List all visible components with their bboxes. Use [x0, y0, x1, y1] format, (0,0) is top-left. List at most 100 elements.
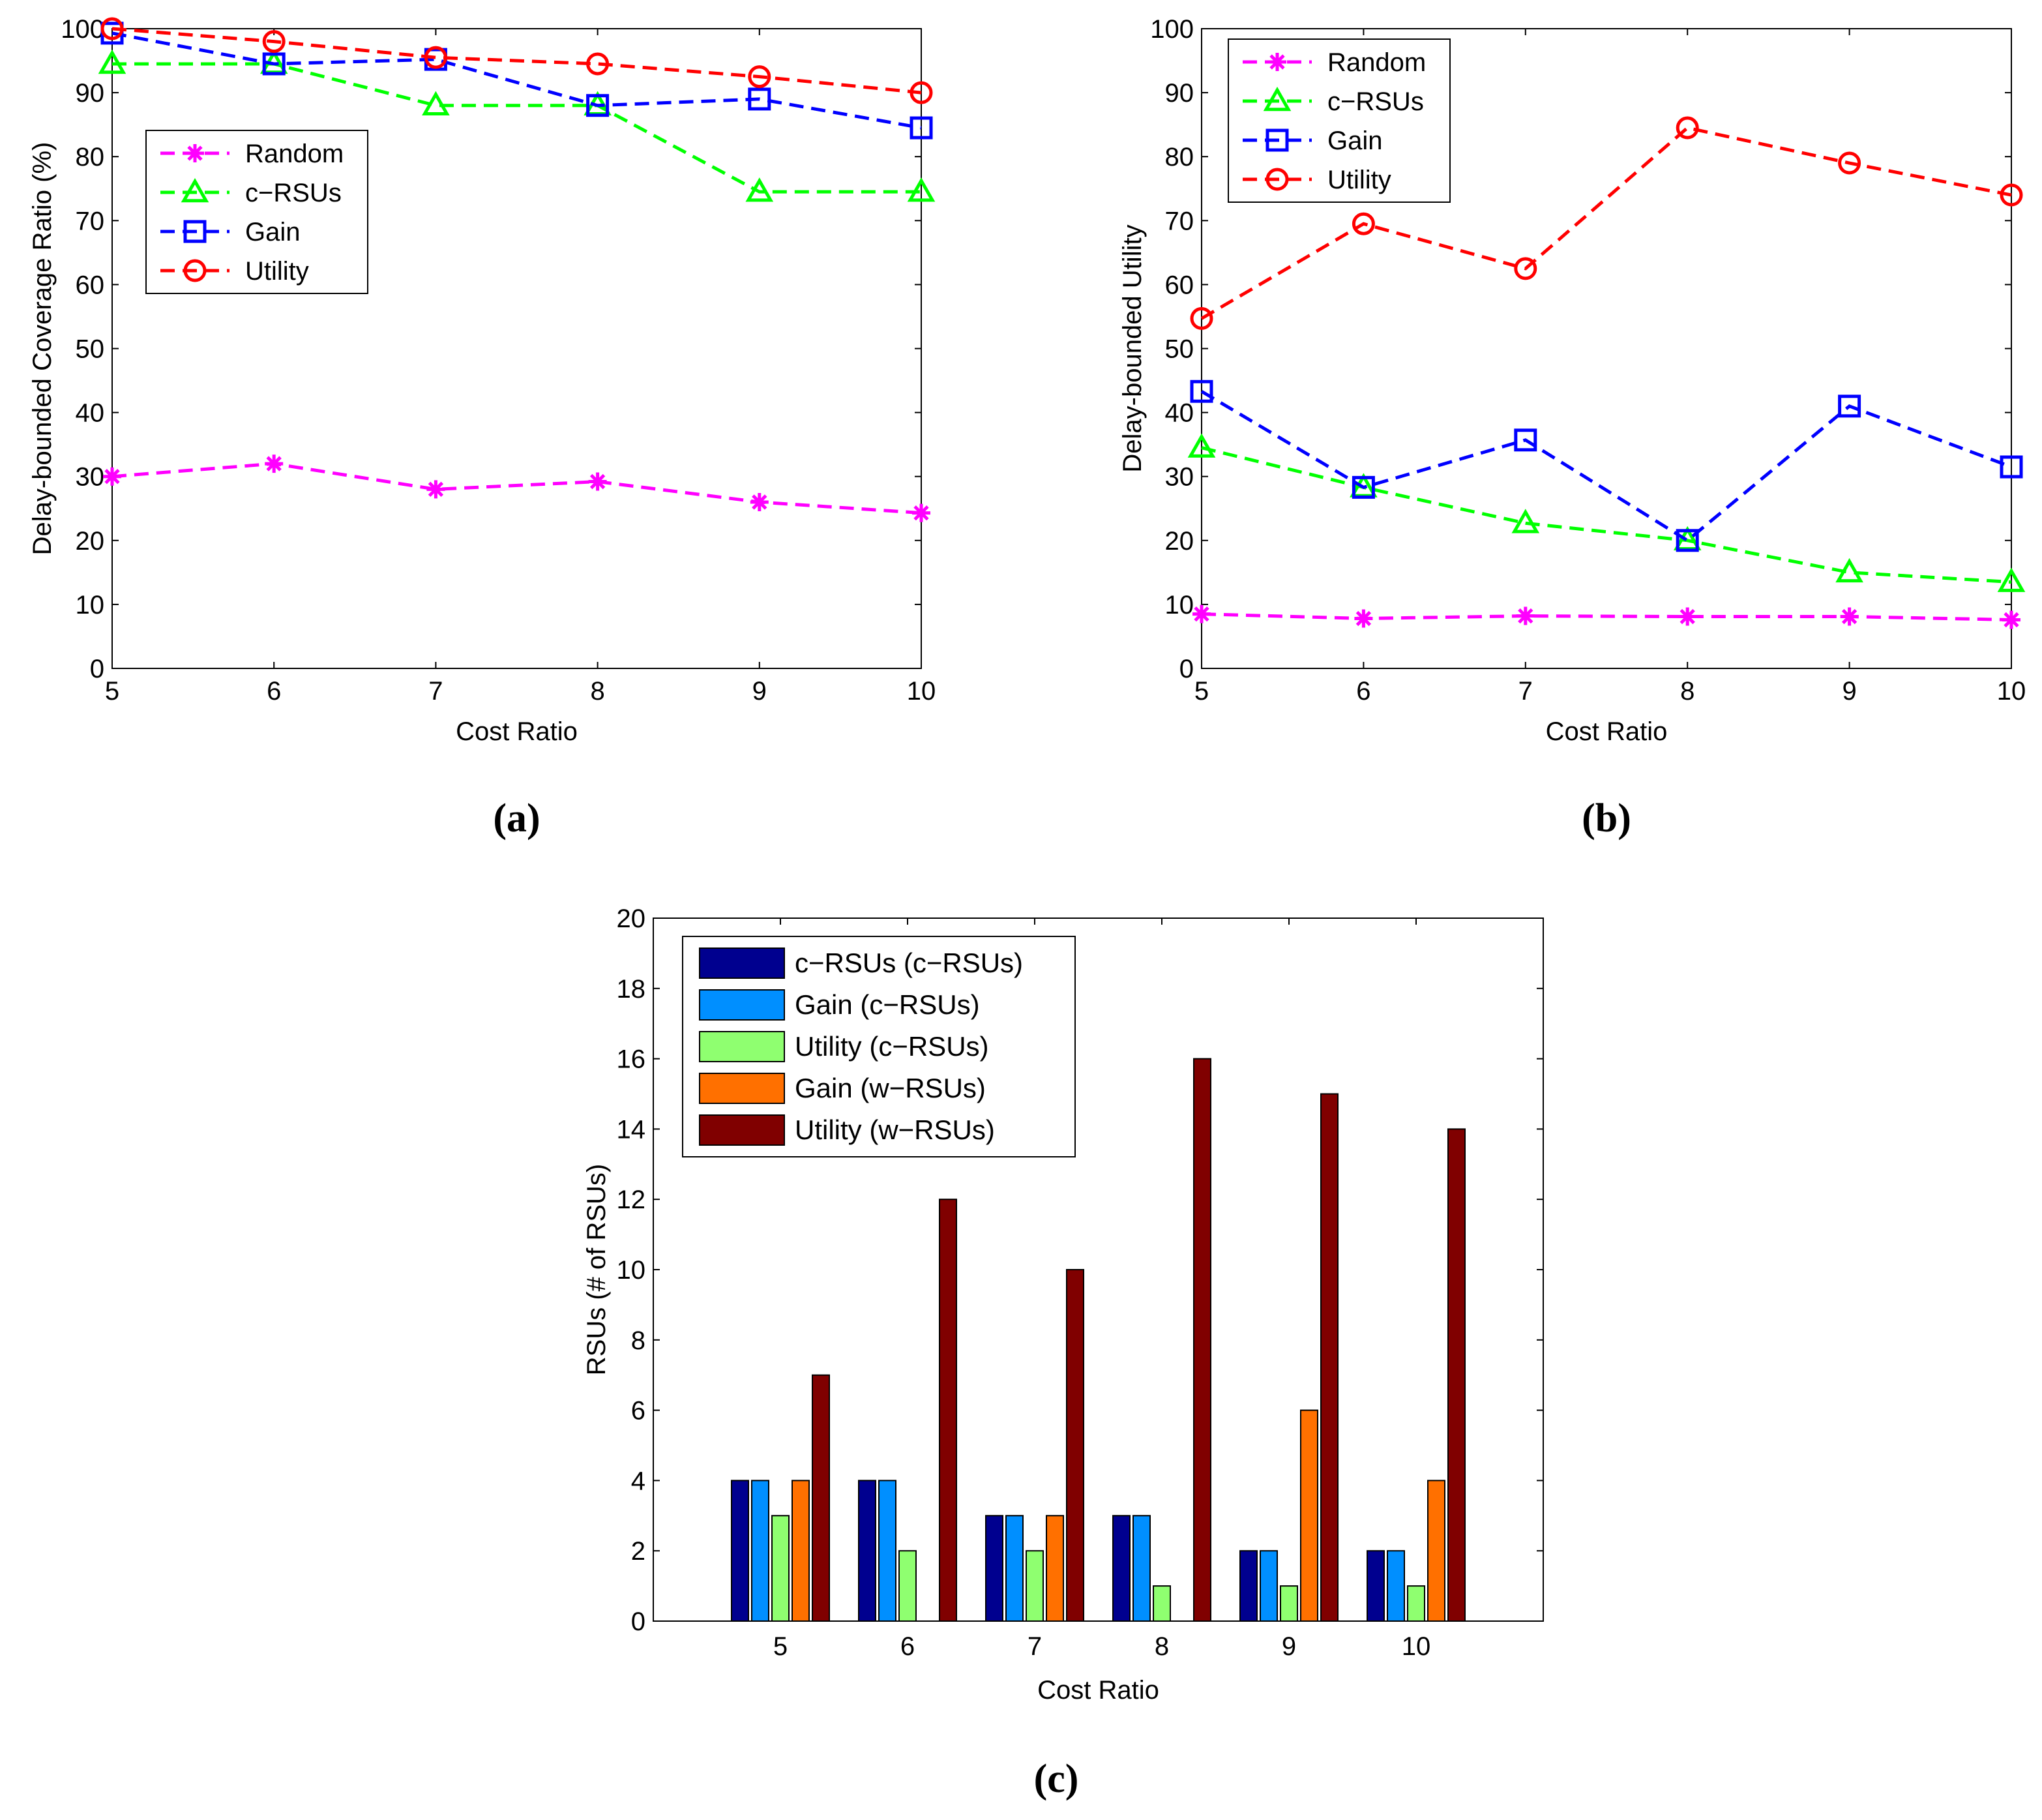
data-point [422, 91, 450, 115]
x-tick-label: 5 [1194, 677, 1209, 706]
data-point [1678, 607, 1697, 626]
series-line [111, 27, 922, 95]
y-tick-label: 90 [1165, 79, 1194, 108]
y-tick-label: 100 [61, 15, 104, 44]
data-point [1192, 604, 1211, 623]
y-tick-label: 8 [631, 1326, 645, 1355]
bar [1427, 1480, 1445, 1622]
data-point [265, 455, 284, 473]
legend-swatch [699, 1114, 785, 1146]
series-line [1201, 446, 2012, 584]
legend: Random c−RSUs Gain Utility [1228, 38, 1451, 203]
data-point [1516, 606, 1535, 625]
data-point [426, 480, 445, 499]
data-point [748, 65, 771, 89]
data-point [98, 49, 126, 74]
y-tick-label: 100 [1150, 15, 1194, 44]
data-point [1354, 609, 1373, 628]
legend-label: c−RSUs (c−RSUs) [795, 947, 1023, 978]
data-point [100, 17, 124, 40]
y-tick-label: 10 [617, 1256, 646, 1285]
series-random [103, 455, 930, 522]
data-point [1838, 151, 1861, 175]
x-tick-label: 6 [1356, 677, 1370, 706]
bar [1132, 1515, 1151, 1622]
y-tick-label: 16 [617, 1045, 646, 1074]
data-point [2000, 455, 2023, 479]
legend-label: Random [245, 140, 344, 168]
legend: c−RSUs (c−RSUs) Gain (c−RSUs) Utility (c−R… [682, 936, 1076, 1157]
panel-label: (b) [1582, 796, 1631, 841]
series-line [111, 462, 922, 515]
data-point [912, 503, 930, 522]
legend-label: Utility [245, 257, 309, 286]
legend-label: Utility (c−RSUs) [795, 1031, 989, 1062]
legend-label: Utility (w−RSUs) [795, 1114, 995, 1145]
y-tick-label: 20 [1165, 527, 1194, 556]
bar [751, 1480, 769, 1622]
y-axis-label: RSUs (# of RSUs) [582, 1164, 611, 1376]
legend-marker [1268, 53, 1286, 71]
series-line [1200, 390, 2012, 543]
y-tick-label: 20 [76, 527, 105, 556]
data-point [586, 52, 610, 76]
data-point [262, 30, 286, 53]
x-tick-label: 7 [1518, 677, 1533, 706]
data-point [907, 177, 936, 202]
bar [792, 1480, 810, 1622]
y-tick-label: 0 [1179, 655, 1194, 683]
data-point [424, 46, 447, 69]
data-point [1676, 116, 1699, 140]
x-tick-label: 6 [900, 1632, 915, 1661]
x-tick-label: 10 [1402, 1632, 1431, 1661]
panel-label-part: ) [527, 796, 540, 841]
y-axis-label: Delay-bounded Utility [1118, 224, 1147, 472]
x-tick-label: 8 [1155, 1632, 1169, 1661]
y-tick-label: 60 [76, 271, 105, 299]
legend-label: Utility [1327, 166, 1391, 194]
panel-label-part: ( [493, 796, 507, 841]
bar [1193, 1058, 1211, 1622]
y-tick-label: 40 [1165, 399, 1194, 428]
y-tick-label: 80 [1165, 143, 1194, 172]
data-point [1190, 380, 1213, 403]
bar [812, 1374, 830, 1622]
data-point [586, 94, 610, 117]
series-utility [1190, 116, 2023, 330]
x-tick-label: 7 [428, 677, 443, 706]
legend-label: Gain (c−RSUs) [795, 989, 980, 1020]
panel-label-part: ( [1582, 796, 1595, 841]
x-tick-label: 10 [1997, 677, 2026, 706]
y-tick-label: 0 [90, 655, 104, 683]
data-point [588, 472, 607, 491]
bar-chart-c: 0 2 4 6 8 10 12 14 16 18 20 5 6 7 8 9 10 Cost Ratio RSUs (… [582, 904, 1544, 1801]
bar [731, 1480, 749, 1622]
x-tick-label: 5 [773, 1632, 788, 1661]
data-point [745, 177, 774, 202]
legend-label: Random [1327, 48, 1426, 77]
bar [1387, 1550, 1405, 1622]
bar [878, 1480, 896, 1622]
bar [985, 1515, 1003, 1622]
y-tick-label: 10 [76, 591, 105, 619]
y-tick-label: 6 [631, 1397, 645, 1425]
y-tick-label: 40 [76, 399, 105, 428]
series-line [111, 31, 922, 130]
data-point [1187, 433, 1216, 458]
y-tick-label: 50 [1165, 335, 1194, 364]
bar [1153, 1585, 1171, 1622]
legend-marker [186, 144, 204, 162]
y-tick-label: 10 [1165, 591, 1194, 619]
data-point [2002, 610, 2020, 629]
legend-marker [1265, 128, 1289, 152]
bar [1367, 1550, 1385, 1622]
legend-label: c−RSUs [1327, 87, 1424, 116]
data-point [748, 87, 771, 111]
bar [771, 1515, 790, 1622]
bar [1260, 1550, 1278, 1622]
bar [1066, 1269, 1084, 1622]
data-point [262, 52, 286, 76]
data-point [1190, 306, 1213, 330]
y-axis-label: Delay-bounded Coverage Ratio (%) [28, 142, 57, 556]
bar [1046, 1515, 1064, 1622]
